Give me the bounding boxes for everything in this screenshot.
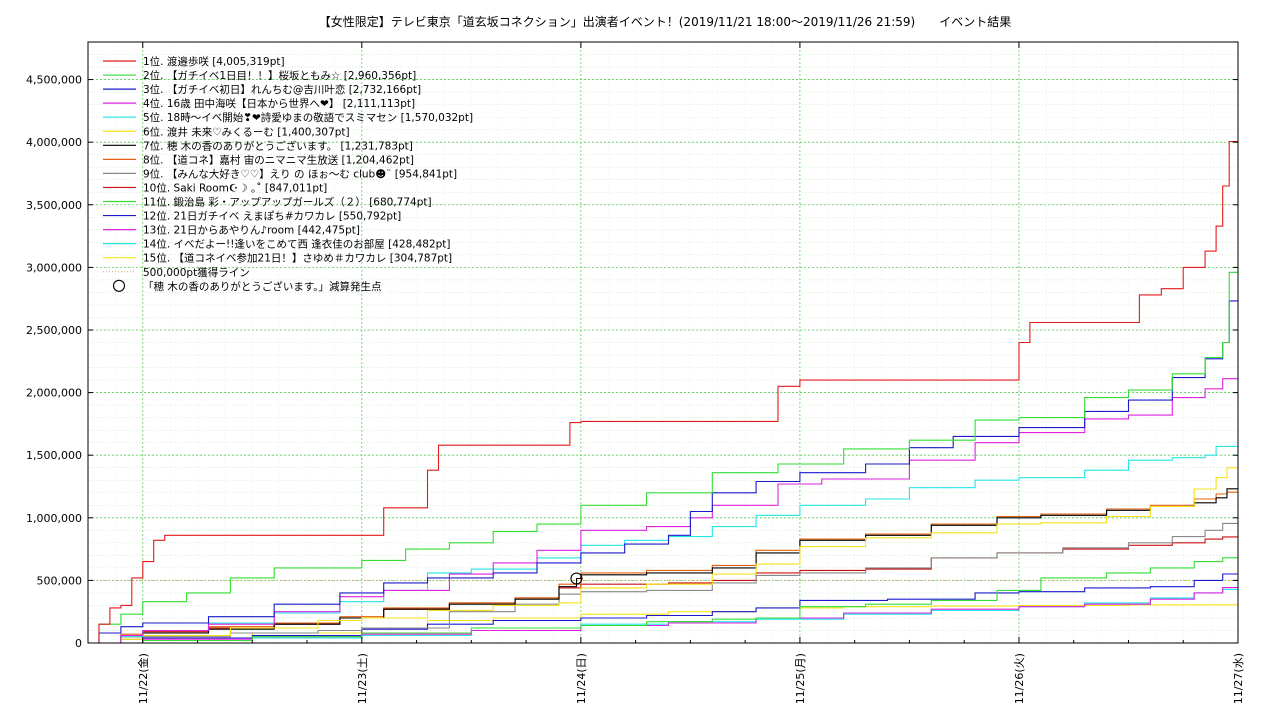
- legend-entry: 4位. 16歳 田中海咲【日本から世界へ❤】 [2,111,113pt]: [143, 97, 415, 110]
- legend-marker-circle: [112, 279, 126, 292]
- series-line: [88, 140, 1238, 644]
- x-tick-label: 11/27(水): [1232, 653, 1245, 704]
- x-tick-label: 11/24(日): [575, 653, 588, 704]
- y-axis-ticks: 0 500,000 1,000,000 1,500,000 2,000,000 2,500…: [26, 74, 1238, 650]
- y-tick-label: 3,000,000: [26, 261, 82, 274]
- legend-entry: 13位. 21日からあやりん♪room [442,475pt]: [143, 224, 360, 237]
- x-tick-label: 11/23(土): [356, 653, 369, 704]
- legend-entry: 11位. 鍛治島 彩・アップアップガールズ（２） [680,774pt]: [143, 196, 432, 209]
- legend-entry: 12位. 21日ガチイベ えまぽち#カワカレ [550,792pt]: [143, 210, 401, 223]
- legend-entry: 1位. 渡邉歩咲 [4,005,319pt]: [143, 55, 285, 68]
- legend-entry: 6位. 渡井 未来♡みくるーむ [1,400,307pt]: [143, 125, 350, 138]
- x-tick-label: 11/22(金): [136, 653, 150, 704]
- y-tick-label: 0: [75, 637, 82, 650]
- series-line: [88, 488, 1238, 644]
- y-tick-label: 2,500,000: [26, 324, 82, 337]
- legend-entry: 8位. 【道コネ】嘉村 宙のニマニマ生放送 [1,204,462pt]: [143, 153, 414, 166]
- x-tick-label: 11/26(火): [1013, 653, 1026, 704]
- y-tick-label: 4,000,000: [26, 136, 82, 149]
- legend: 1位. 渡邉歩咲 [4,005,319pt]2位. 【ガチイベ1日目！！】桜坂と…: [103, 55, 473, 293]
- series-line: [88, 300, 1238, 644]
- series-line: [88, 588, 1238, 644]
- legend-entry-marker: 「穂 木の香のありがとうございます。」減算発生点: [143, 280, 382, 293]
- y-tick-label: 4,500,000: [26, 74, 82, 87]
- series-line: [88, 271, 1238, 644]
- legend-entry: 15位. 【道コネイベ参加21日！】さゆめ＃カワカレ [304,787pt]: [143, 252, 452, 265]
- y-tick-label: 3,500,000: [26, 199, 82, 212]
- plot-frame: [87, 41, 1239, 644]
- drop-marker: [570, 572, 583, 585]
- series-line: [88, 445, 1238, 644]
- chart-title: 【女性限定】テレビ東京「道玄坂コネクション」出演者イベント！(2019/11/2…: [319, 14, 1012, 29]
- series-line: [88, 467, 1238, 644]
- legend-entry: 7位. 穂 木の香のありがとうございます。 [1,231,783pt]: [143, 139, 413, 152]
- legend-entry: 9位. 【みんな大好き♡♡】えり の ほぉ〜む club☻¨ [954,841p…: [143, 167, 457, 180]
- legend-entry: 3位. 【ガチイベ初日】れんちむ@吉川叶恋 [2,732,166pt]: [143, 83, 421, 96]
- series-group: [88, 140, 1238, 644]
- legend-entry: 2位. 【ガチイベ1日目！！】桜坂ともみ☆ [2,960,356pt]: [143, 69, 416, 82]
- legend-entry: 14位. イベだよー!!逢いをこめて西 逢衣佳のお部屋 [428,482pt]: [143, 238, 451, 251]
- series-line: [88, 557, 1238, 644]
- legend-entry: 10位. Saki Room☪☽ ｡˚ [847,011pt]: [143, 181, 327, 194]
- y-tick-label: 1,000,000: [26, 512, 82, 525]
- x-tick-label: 11/25(月): [794, 653, 807, 704]
- x-axis-ticks: 11/22(金) 11/23(土) 11/24(日) 11/25(月) 11/26(火)…: [87, 42, 1245, 704]
- legend-entry: 5位. 18時〜イベ開始❣❤詩愛ゆまの敬語でスミマセン [1,570,032pt…: [143, 111, 473, 124]
- drop-marker-circle: [570, 572, 583, 585]
- legend-entry-threshold: 500,000pt獲得ライン: [143, 266, 250, 279]
- y-tick-label: 1,500,000: [26, 449, 82, 462]
- series-line: [88, 522, 1238, 644]
- y-tick-label: 2,000,000: [26, 387, 82, 400]
- y-tick-label: 500,000: [37, 574, 83, 587]
